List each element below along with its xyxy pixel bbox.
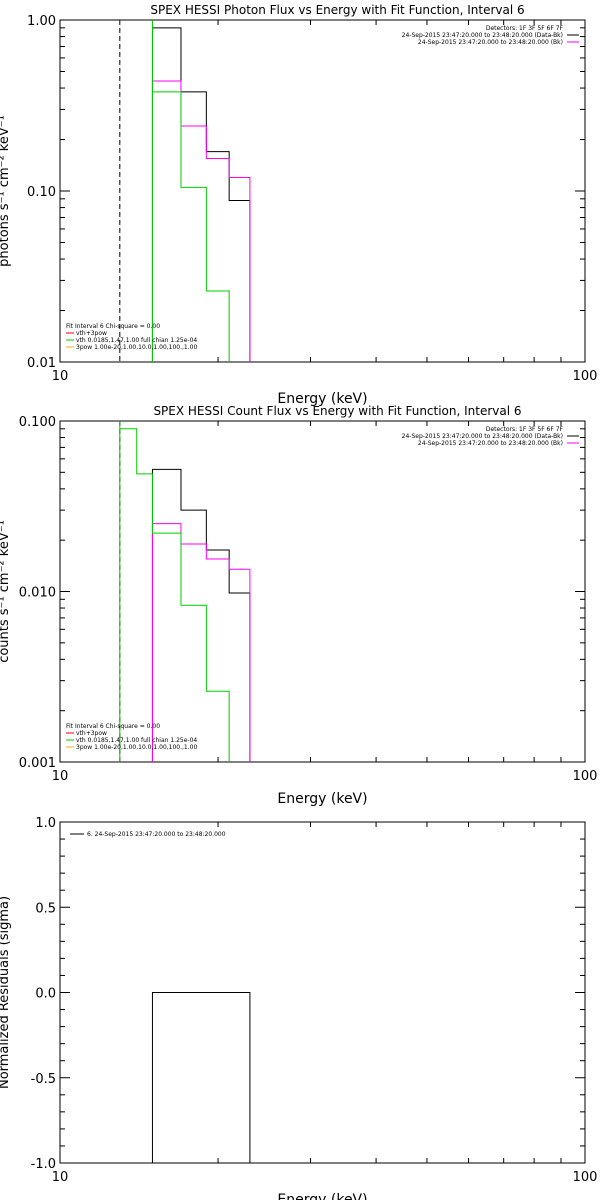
- y-tick-label: 0.0: [35, 987, 56, 1002]
- y-tick-label: 1.00: [27, 14, 56, 29]
- legend-entry: vth 0.0185,1.47,1.00 full chian 1.25e-04: [76, 337, 197, 344]
- chart-panel-1: SPEX HESSI Photon Flux vs Energy with Fi…: [0, 3, 597, 407]
- y-tick-label: 0.001: [19, 756, 56, 771]
- y-tick-label: -0.5: [31, 1072, 56, 1087]
- y-tick-label: 1.0: [35, 816, 56, 831]
- legend-entry: 24-Sep-2015 23:47:20.000 to 23:48:20.000…: [402, 32, 563, 39]
- x-axis-label: Energy (keV): [277, 791, 367, 807]
- legend-entry: vth+3pow: [76, 330, 107, 337]
- y-tick-label: 0.010: [19, 586, 56, 601]
- x-tick-label: 100: [573, 1170, 598, 1185]
- legend-entry: Fit Interval 6 Chi-square = 0.00: [66, 723, 160, 730]
- legend-entry: 6. 24-Sep-2015 23:47:20.000 to 23:48:20.…: [87, 831, 226, 838]
- x-tick-label: 10: [52, 769, 69, 784]
- legend-entry: 24-Sep-2015 23:47:20.000 to 23:48:20.000…: [418, 440, 563, 447]
- legend-entry: 24-Sep-2015 23:47:20.000 to 23:48:20.000…: [418, 39, 563, 46]
- y-tick-label: 0.01: [27, 356, 56, 371]
- y-axis-label: Normalized Residuals (sigma): [0, 896, 12, 1089]
- chart-title: SPEX HESSI Count Flux vs Energy with Fit…: [153, 404, 521, 418]
- y-tick-label: 0.5: [35, 901, 56, 916]
- legend-entry: 3pow 1.00e-20,1.00,10.0,1.00,100.,1.00: [76, 744, 197, 751]
- x-axis-label: Energy (keV): [277, 391, 367, 407]
- legend-entry: 3pow 1.00e-20,1.00,10.0,1.00,100.,1.00: [76, 344, 197, 351]
- series-histogram-3: [151, 20, 230, 362]
- series-histogram-3: [119, 421, 230, 762]
- legend-entry: vth 0.0185,1.47,1.00 full chian 1.25e-04: [76, 737, 197, 744]
- chart-panel-3: 10 100 -1.0 -0.5 0.0 0.5 1.0 Energy (keV) Normal…: [0, 816, 597, 1200]
- x-tick-label: 10: [52, 1170, 69, 1185]
- x-axis-label: Energy (keV): [277, 1192, 367, 1200]
- legend-entry: Detectors: 1F 3F 5F 6F 7F: [486, 426, 564, 433]
- series-histogram-1: [151, 27, 251, 362]
- y-tick-label: 0.100: [19, 415, 56, 430]
- y-axis-label: photons s⁻¹ cm⁻² keV⁻¹: [0, 115, 12, 267]
- chart-panel-2: SPEX HESSI Count Flux vs Energy with Fit…: [0, 404, 597, 807]
- series-histogram-2: [151, 80, 251, 362]
- y-tick-label: -1.0: [31, 1157, 56, 1172]
- legend-entry: 24-Sep-2015 23:47:20.000 to 23:48:20.000…: [402, 433, 563, 440]
- legend-entry: Detectors: 1F 3F 5F 6F 7F: [486, 25, 564, 32]
- x-tick-label: 10: [52, 369, 69, 384]
- legend-entry: Fit Interval 6 Chi-square = 0.00: [66, 323, 160, 330]
- x-tick-label: 100: [573, 369, 598, 384]
- series-histogram-1: [151, 468, 251, 762]
- chart-title: SPEX HESSI Photon Flux vs Energy with Fi…: [150, 3, 524, 17]
- y-axis-label: counts s⁻¹ cm⁻² keV⁻¹: [0, 520, 12, 663]
- y-tick-label: 0.10: [27, 185, 56, 200]
- series-histogram-2: [151, 523, 251, 762]
- legend-entry: vth+3pow: [76, 730, 107, 737]
- series-histogram-1: [151, 992, 251, 1163]
- x-tick-label: 100: [573, 769, 598, 784]
